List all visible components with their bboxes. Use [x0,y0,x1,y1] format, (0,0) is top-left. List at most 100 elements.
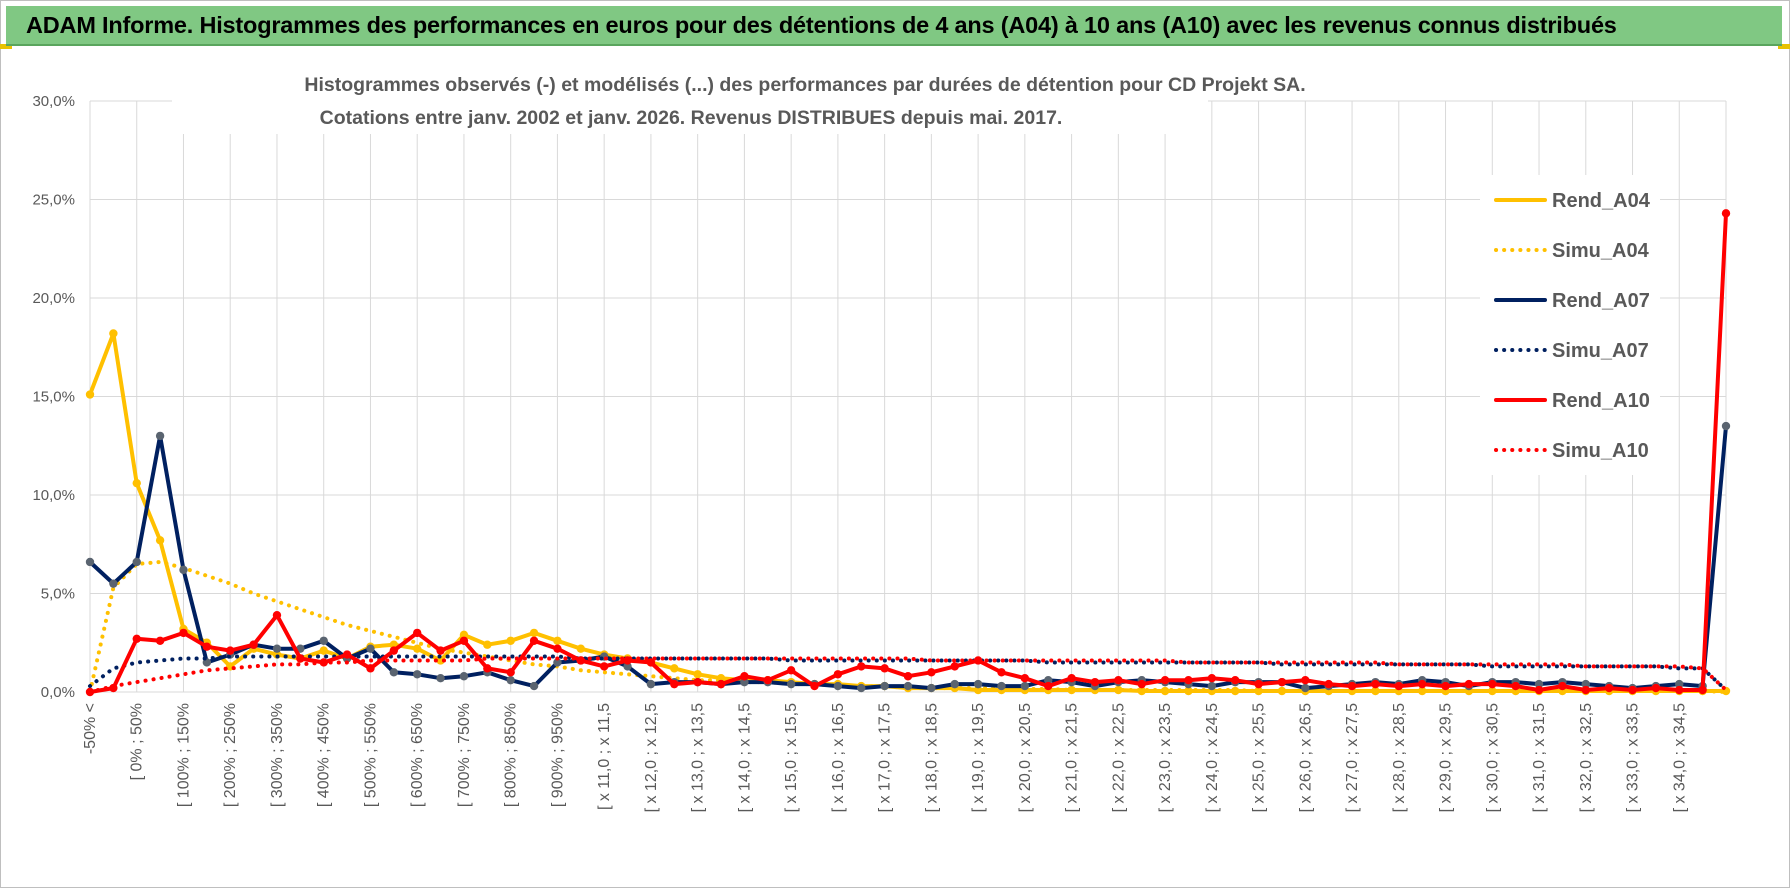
data-point-rend_a10 [857,662,866,671]
data-point-rend_a10 [1301,675,1310,685]
data-point-rend_a10 [202,642,212,651]
data-point-rend_a07 [1534,679,1544,689]
series-line-simu_a07 [88,654,1728,692]
x-tick-label: [ x 12,0 ; x 12,5 [643,703,660,813]
data-point-rend_a10 [880,664,889,673]
x-tick-label: [ x 30,0 ; x 30,5 [1484,703,1501,813]
data-point-rend_a10 [483,664,492,673]
data-point-rend_a07 [1675,679,1684,689]
x-tick-label: [ x 31,0 ; x 31,5 [1531,703,1548,813]
y-tick-label: 25,0% [32,192,75,209]
data-point-rend_a07 [833,681,843,691]
data-point-rend_a04 [155,536,165,545]
data-point-rend_a07 [857,683,866,693]
data-point-rend_a07 [1301,683,1310,693]
data-point-rend_a10 [1137,679,1146,689]
data-point-rend_a10 [296,654,305,663]
data-point-rend_a10 [506,668,515,677]
data-point-rend_a04 [529,628,539,638]
chart-title-background [172,68,1208,134]
data-point-rend_a10 [997,668,1006,677]
data-point-rend_a10 [1184,675,1193,685]
legend-label: Simu_A10 [1552,440,1649,462]
data-point-rend_a04 [85,390,95,399]
chart-title-line2: Cotations entre janv. 2002 et janv. 2026… [320,107,1063,129]
x-tick-label: [ x 17,0 ; x 17,5 [877,703,894,813]
series-line-simu_a10 [88,656,1728,694]
data-point-rend_a10 [272,610,282,620]
data-point-rend_a10 [810,681,819,691]
x-tick-label: [ x 27,0 ; x 27,5 [1344,703,1361,813]
x-tick-label: [ x 14,0 ; x 14,5 [736,703,753,813]
x-tick-label: [ x 22,0 ; x 22,5 [1110,703,1127,813]
data-point-rend_a04 [132,478,141,488]
x-tick-label: [ x 18,0 ; x 18,5 [923,703,940,813]
data-point-rend_a10 [1698,685,1707,695]
data-point-rend_a10 [389,646,399,655]
data-point-rend_a07 [973,679,983,689]
data-point-rend_a04 [670,664,679,673]
x-tick-label: [ 700% ; 750% [456,703,473,807]
data-point-rend_a10 [1394,681,1404,691]
data-point-rend_a10 [740,672,749,681]
data-point-rend_a10 [1347,681,1357,691]
data-point-rend_a10 [670,679,679,689]
data-point-rend_a04 [413,644,422,653]
data-point-rend_a10 [1558,681,1567,691]
data-point-rend_a10 [342,650,352,659]
x-tick-label: [ x 21,0 ; x 21,5 [1064,703,1081,813]
data-point-rend_a07 [740,677,749,687]
x-tick-label: [ x 20,0 ; x 20,5 [1017,703,1034,813]
data-point-rend_a10 [1534,685,1544,695]
data-point-rend_a04 [1277,686,1287,696]
legend-label: Rend_A07 [1552,290,1650,312]
data-point-rend_a07 [1581,679,1590,689]
data-point-rend_a10 [1721,209,1731,218]
data-point-rend_a04 [459,630,469,640]
data-point-rend_a07 [927,683,936,693]
data-point-rend_a07 [459,672,469,681]
data-point-rend_a07 [272,644,282,653]
data-point-rend_a10 [716,679,726,689]
x-tick-label: [ 800% ; 850% [503,703,520,807]
data-point-rend_a07 [506,675,515,685]
data-point-rend_a07 [553,658,562,667]
data-point-rend_a07 [366,644,375,653]
data-point-rend_a10 [1324,679,1333,689]
data-point-rend_a07 [436,674,445,683]
x-tick-label: [ 400% ; 450% [316,703,333,807]
data-point-rend_a10 [1441,681,1450,691]
data-point-rend_a10 [155,636,165,645]
data-point-rend_a10 [1207,674,1217,683]
data-point-rend_a10 [927,668,936,677]
corner-accent-right [1778,44,1790,49]
data-point-rend_a07 [646,679,656,689]
x-tick-label: [ x 11,0 ; x 11,5 [596,703,613,810]
x-tick-label: [ x 25,0 ; x 25,5 [1251,703,1268,813]
corner-accent-left [0,44,12,49]
data-point-rend_a07 [319,636,328,645]
data-point-rend_a10 [436,646,445,655]
page-title: ADAM Informe. Histogrammes des performan… [26,11,1617,38]
data-point-rend_a07 [1721,421,1731,431]
data-point-rend_a10 [1160,675,1170,685]
x-tick-label: [ x 16,0 ; x 16,5 [830,703,847,813]
data-point-rend_a04 [319,646,328,655]
data-point-rend_a10 [1114,675,1123,685]
data-point-rend_a10 [950,662,959,671]
data-point-rend_a10 [1651,683,1661,693]
data-point-rend_a04 [436,656,445,665]
y-tick-label: 20,0% [32,290,75,307]
data-point-rend_a10 [599,662,609,671]
data-point-rend_a10 [1371,679,1380,689]
data-point-rend_a04 [553,636,562,645]
data-point-rend_a10 [132,634,141,644]
data-point-rend_a04 [483,640,492,649]
data-point-rend_a10 [763,675,772,685]
data-point-rend_a10 [1067,674,1076,683]
x-tick-label: [ x 24,0 ; x 24,5 [1204,703,1221,813]
legend-label: Rend_A10 [1552,390,1650,412]
x-tick-label: [ 900% ; 950% [549,703,566,807]
data-point-rend_a10 [1090,677,1100,687]
chart-title-line1: Histogrammes observés (-) et modélisés (… [304,74,1305,96]
